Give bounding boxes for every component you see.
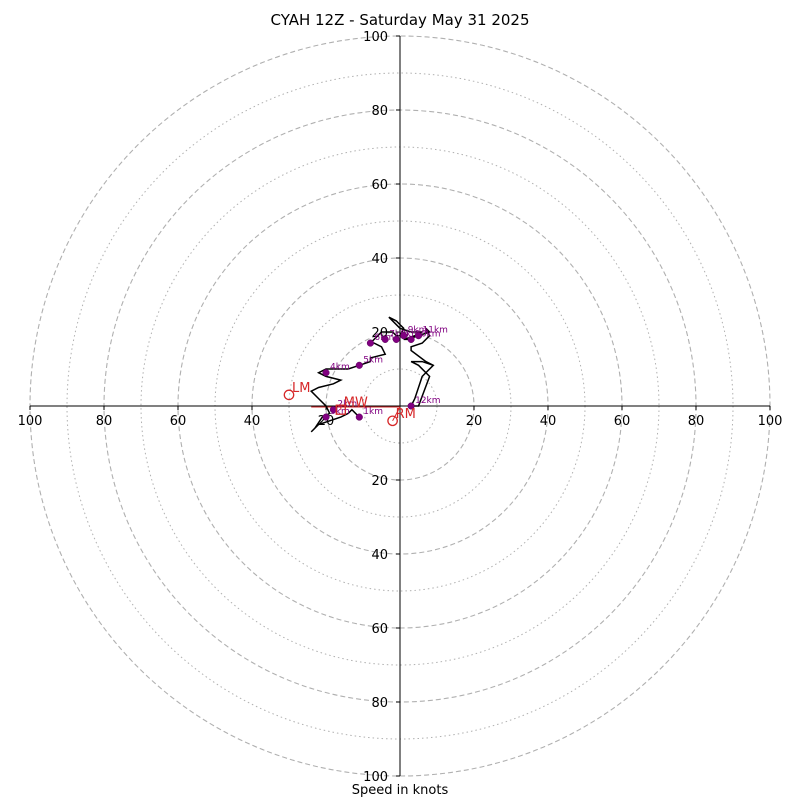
y-tick-label: 60 <box>371 622 388 637</box>
storm-motion-marker <box>283 389 295 401</box>
x-tick-label: 60 <box>614 414 631 429</box>
x-tick-label: 100 <box>758 414 783 429</box>
y-tick-label: 20 <box>371 474 388 489</box>
height-marker-dot <box>407 335 415 343</box>
y-tick-label: 60 <box>371 178 388 193</box>
height-marker-label: 8km <box>400 329 420 339</box>
x-tick-label: 60 <box>170 414 187 429</box>
height-marker-label: 7km <box>389 329 409 339</box>
height-marker-dot <box>366 339 374 347</box>
chart-title: CYAH 12Z - Saturday May 31 2025 <box>270 11 530 29</box>
storm-motion-label: LM <box>292 381 310 396</box>
storm-motion-label: MW <box>344 396 368 411</box>
y-tick-label: 80 <box>371 104 388 119</box>
height-marker-dot <box>400 332 408 340</box>
height-marker-label: 11km <box>423 326 448 336</box>
storm-motion-label: RM <box>396 407 416 422</box>
height-marker-dot <box>414 332 423 340</box>
height-marker-dot <box>355 361 363 369</box>
height-marker-dot <box>322 369 330 377</box>
height-marker-label: 12km <box>415 396 440 406</box>
x-tick-label: 80 <box>688 414 705 429</box>
y-tick-label: 80 <box>371 696 388 711</box>
height-marker-label: 4km <box>330 363 350 373</box>
y-tick-label: 100 <box>363 770 388 785</box>
height-marker-dot <box>355 413 363 421</box>
height-marker-label: 2km <box>337 400 357 410</box>
hodograph-trace <box>309 316 435 433</box>
height-marker-label: 5km <box>363 355 383 365</box>
height-marker-dot <box>322 413 330 421</box>
mean-wind-marker <box>335 404 346 415</box>
height-marker-dot <box>392 335 400 343</box>
x-tick-label: 40 <box>244 414 261 429</box>
y-tick-label: 40 <box>371 548 388 563</box>
x-tick-label: 40 <box>540 414 557 429</box>
height-marker-label: 3km <box>330 407 350 417</box>
height-marker-label: 1km <box>363 407 383 417</box>
height-marker-label: 10km <box>415 329 440 339</box>
x-axis-label: Speed in knots <box>351 783 449 798</box>
x-tick-label: 100 <box>18 414 43 429</box>
y-tick-label: 40 <box>371 252 388 267</box>
storm-motion-marker <box>387 415 398 427</box>
y-tick-label: 100 <box>363 30 388 45</box>
x-tick-label: 80 <box>96 414 113 429</box>
height-marker-dot <box>407 402 415 410</box>
x-tick-label: 20 <box>466 414 483 429</box>
storm-motion-line <box>392 406 401 422</box>
height-marker-dot <box>381 335 389 343</box>
height-marker-label: 9km <box>408 326 428 336</box>
